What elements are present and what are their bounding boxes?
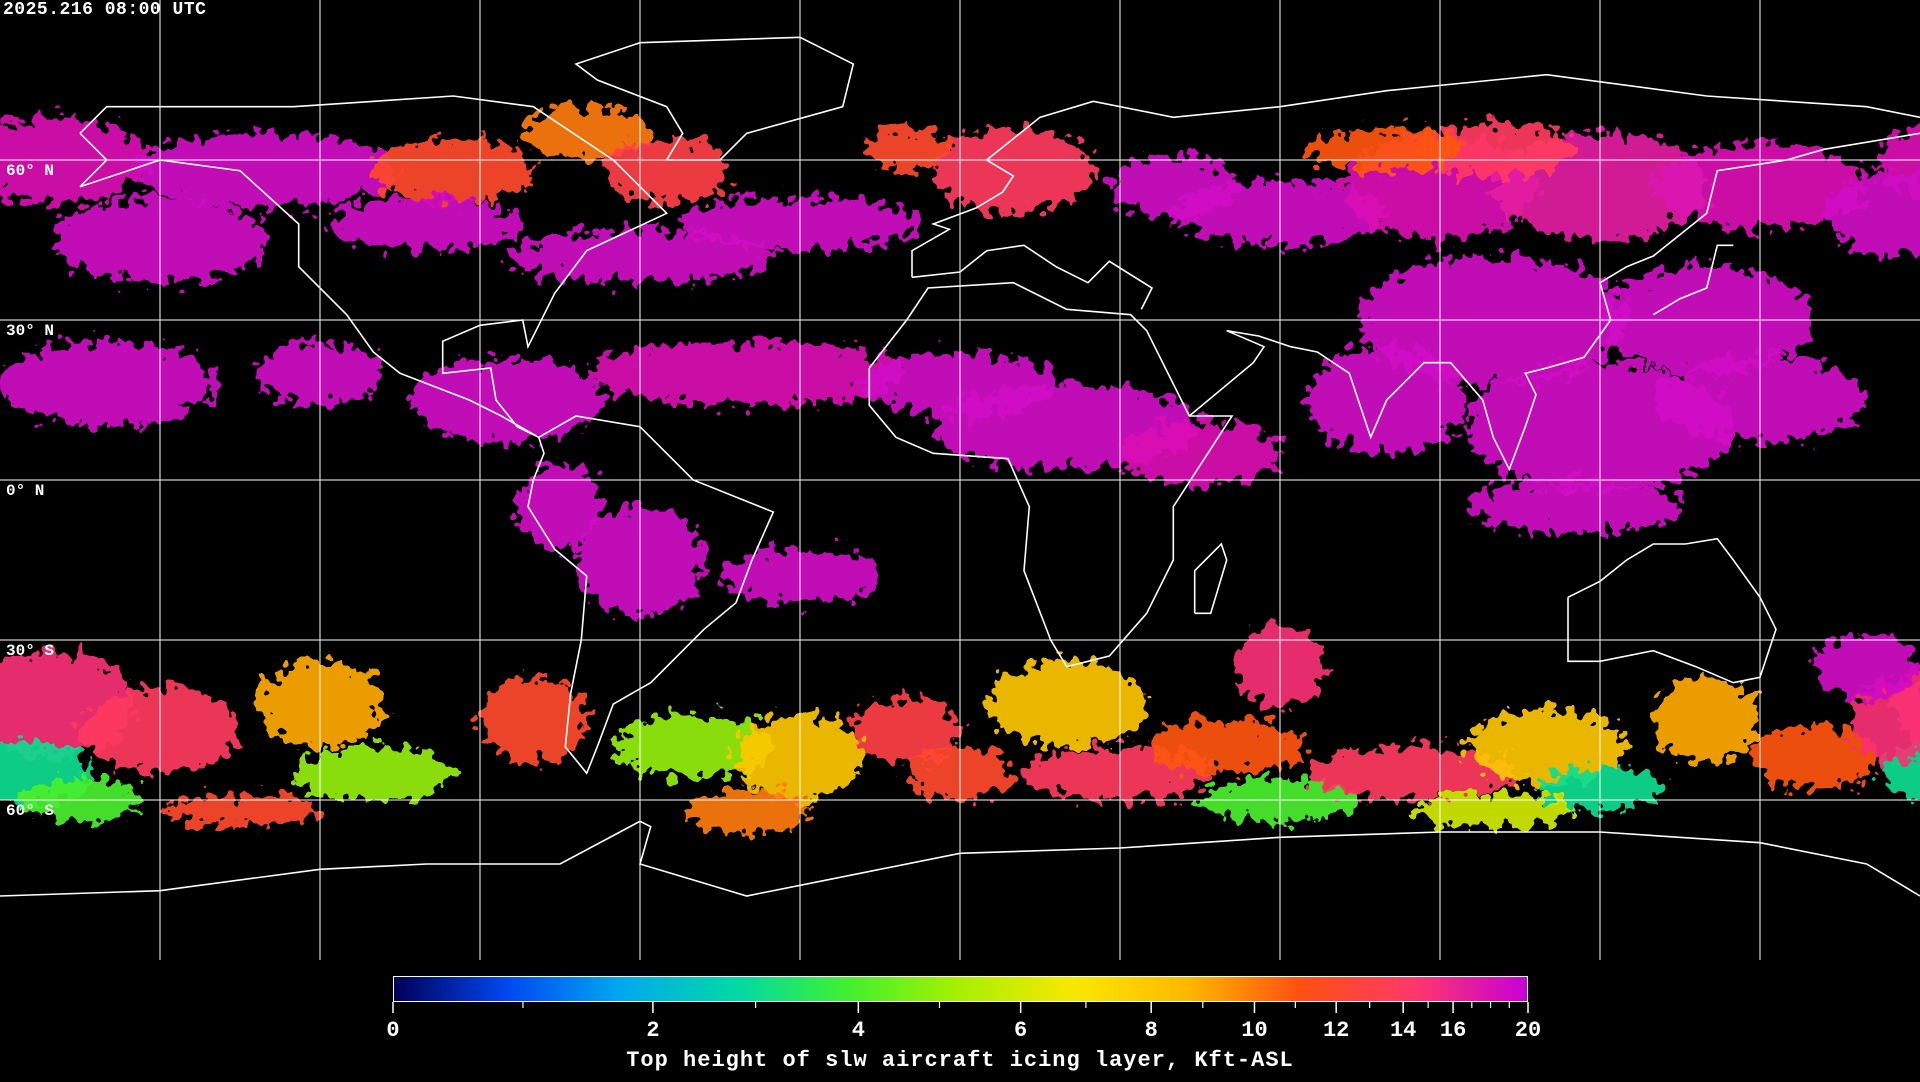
icing-cloud-region	[864, 128, 950, 171]
icing-cloud-region	[160, 794, 320, 827]
icing-cloud-region	[480, 677, 587, 763]
coastline	[868, 281, 1234, 668]
icing-cloud-region	[1466, 480, 1680, 534]
icing-cloud-region	[1653, 677, 1760, 763]
icing-cloud-region	[933, 128, 1094, 214]
latitude-label: 60° N	[6, 162, 55, 180]
coastline	[1567, 537, 1777, 684]
latitude-label: 60° S	[6, 802, 55, 820]
colorbar-tick-label: 12	[1323, 1018, 1349, 1043]
coastline	[1193, 542, 1228, 615]
icing-cloud-region	[1813, 634, 1920, 699]
icing-cloud-layer	[0, 106, 1920, 832]
icing-cloud-region	[0, 341, 214, 427]
colorbar-tick-label: 0	[386, 1018, 399, 1043]
icing-cloud-region	[1413, 122, 1574, 176]
icing-cloud-region	[613, 714, 774, 779]
icing-cloud-region	[1466, 709, 1627, 784]
colorbar-tick-label: 4	[852, 1018, 865, 1043]
colorbar-ticks: 0 2 4 6 8 10 12 14 16 20	[386, 1002, 1541, 1043]
icing-cloud-region	[133, 133, 400, 208]
icing-cloud-region	[853, 698, 960, 763]
colorbar-tick-label: 20	[1515, 1018, 1541, 1043]
colorbar-tick-label: 2	[646, 1018, 659, 1043]
icing-cloud-region	[602, 138, 731, 203]
timestamp: 2025.216 08:00 UTC	[3, 0, 207, 20]
colorbar-tick-label: 6	[1014, 1018, 1027, 1043]
coastline	[527, 415, 775, 775]
icing-cloud-region	[586, 341, 907, 406]
icing-cloud-region	[1749, 725, 1878, 790]
icing-cloud-region	[293, 746, 454, 800]
icing-cloud-region	[1306, 128, 1467, 171]
coastline	[911, 244, 1154, 310]
icing-map	[0, 0, 1920, 960]
latitude-label: 30° S	[6, 642, 55, 660]
icing-cloud-region	[1120, 421, 1280, 486]
icing-cloud-region	[1306, 746, 1520, 800]
coastline	[1652, 244, 1734, 316]
colorbar-tick-label: 10	[1241, 1018, 1267, 1043]
latitude-label: 30° N	[6, 322, 55, 340]
icing-cloud-region	[373, 138, 534, 203]
icing-cloud-region	[330, 197, 523, 251]
icing-cloud-region	[517, 464, 603, 550]
coastline	[574, 36, 855, 161]
icing-cloud-region	[1829, 170, 1920, 256]
colorbar	[393, 976, 1528, 1002]
colorbar-title: Top height of slw aircraft icing layer, …	[626, 1048, 1294, 1073]
colorbar-tick-label: 16	[1440, 1018, 1466, 1043]
coastline	[79, 95, 669, 439]
colorbar-tick-label: 14	[1390, 1018, 1416, 1043]
icing-cloud-region	[682, 789, 811, 832]
lat-lon-grid	[0, 0, 1920, 960]
icing-cloud-region	[410, 357, 603, 443]
icing-cloud-region	[986, 661, 1147, 747]
latitude-label: 0° N	[6, 482, 45, 500]
icing-cloud-region	[1850, 677, 1920, 763]
icing-cloud-region	[1146, 720, 1307, 774]
colorbar-tick-label: 8	[1145, 1018, 1158, 1043]
icing-cloud-region	[1413, 794, 1574, 827]
